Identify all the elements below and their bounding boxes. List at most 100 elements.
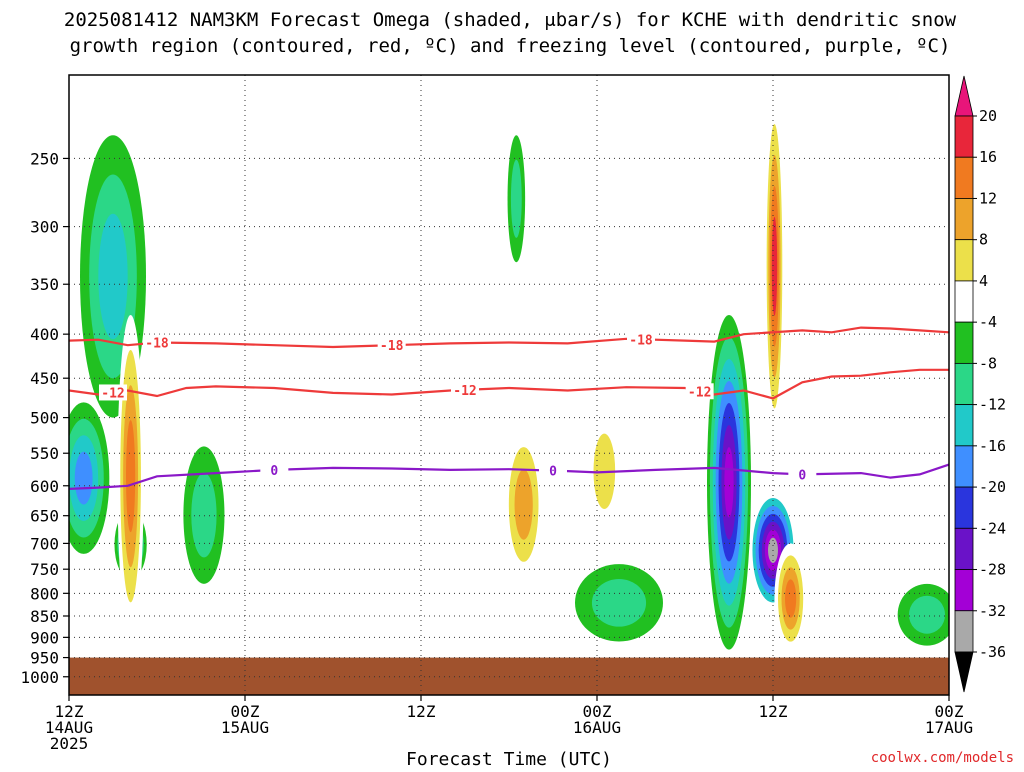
colorbar-band-12-to-16 [954,156,974,199]
colorbar-band--32-to--28 [954,569,974,612]
colorbar-label-5: -4 [979,313,997,331]
colorbar-label-6: -8 [979,354,997,372]
colorbar-label-2: 12 [979,189,997,207]
omega-feature-downward-left [117,314,144,638]
colorbar-band--28-to--24 [954,527,974,570]
contour-layer: -18 -18 -18 -12 -12 -12 0 0 0 [69,326,949,490]
contour-line--12 [69,368,949,400]
omega-feature-downward-day2 [503,424,545,584]
colorbar-label-13: -36 [979,643,1006,661]
x-tick-label-12-line1: 00Z [231,702,260,721]
y-tick-label-950: 950 [30,649,59,668]
colorbar-label-8: -16 [979,437,1006,455]
omega-feature-downward-low-right [774,543,807,654]
y-tick-label-700: 700 [30,534,59,553]
y-tick-label-550: 550 [30,444,59,463]
contour-label--12-1: -12 [453,384,476,399]
y-tick-label-400: 400 [30,325,59,344]
colorbar-band-16-to-20 [954,115,974,158]
omega-feature-upward-strong-column [707,314,751,650]
contour-label--18-2: -18 [629,333,653,348]
x-tick-label-60-line2: 17AUG [925,718,973,737]
colorbar-band-8-to-12 [954,198,974,241]
colorbar-label-12: -32 [979,602,1006,620]
y-tick-label-750: 750 [30,560,59,579]
colorbar-label-10: -24 [979,519,1006,537]
omega-shade-downward-left-level-16 [126,420,136,533]
omega-shade-upward-left-column-level--16 [98,213,128,340]
omega-shade-downward-day2-level-12 [514,469,533,540]
x-tick-label-48-line1: 12Z [759,702,788,721]
colorbar-band--4-to-4 [954,280,974,323]
contour-label--12-2: -12 [688,385,711,400]
colorbar-band--12-to--8 [954,362,974,406]
y-tick-label-300: 300 [30,218,59,237]
colorbar-label-11: -28 [979,561,1006,579]
contour-label-bg--18-1 [377,337,406,354]
colorbar-label-7: -12 [979,396,1006,414]
contour-label--18-0: -18 [145,336,169,351]
x-tick-label-0-line3: 2025 [50,734,89,753]
y-tick-label-350: 350 [30,275,59,294]
omega-shade-upward-strong-column-level--32 [724,447,734,518]
contour-line--18 [69,326,949,349]
colorbar-label-3: 8 [979,231,988,249]
y-tick-label-1000: 1000 [20,668,59,687]
omega-feature-upward-right [897,583,949,646]
plot-frame [68,74,950,696]
x-tick-label-0-line2: 14AUG [45,718,93,737]
contour-label-0-1: 0 [549,465,557,480]
omega-shade-downward-strong-column-level-20 [771,216,778,316]
omega-feature-downward-strong-column [764,93,784,440]
x-tick-label-24-line1: 12Z [407,702,436,721]
omega-feature-upward-day3-low [575,564,663,642]
y-tick-label-900: 900 [30,628,59,647]
contour-label--18-1: -18 [380,339,404,354]
colorbar-band--16-to--12 [954,404,974,447]
omega-shade-upward-left-low-level--20 [74,451,93,505]
x-tick-label-12-line2: 15AUG [221,718,269,737]
omega-shade-upward-right-level--12 [908,595,946,634]
contour-label--12-0: -12 [101,386,124,401]
colorbar-band--36-to--32 [954,610,974,653]
colorbar-band--20-to--16 [954,445,974,488]
contour-label-0-0: 0 [270,464,278,479]
y-tick-label-500: 500 [30,409,59,428]
y-tick-label-450: 450 [30,369,59,388]
contour-line-0 [69,463,949,490]
colorbar-label-9: -20 [979,478,1006,496]
colorbar-label-0: 20 [979,107,997,125]
chart-title-line-1: 2025081412 NAM3KM Forecast Omega (shaded… [64,9,957,31]
y-tick-label-650: 650 [30,507,59,526]
colorbar-band--24-to--20 [954,486,974,529]
contour-label-bg-0-1 [539,462,567,479]
chart-title-line-2: growth region (contoured, red, ºC) and f… [70,35,951,57]
y-tick-label-800: 800 [30,584,59,603]
omega-feature-upward-left-low [69,402,110,554]
omega-shading-layer [69,93,949,654]
colorbar: 20 16 12 8 4 -4 -8 -12 -16 -20 -24 -28 -32 -36 [954,75,1006,693]
grid-layer [69,75,949,695]
x-tick-label-0-line1: 12Z [55,702,84,721]
contour-label-bg--18-2 [627,331,655,348]
x-axis-title: Forecast Time (UTC) [406,749,612,768]
contour-label-bg--12-1 [451,381,479,398]
omega-feature-upward-mid-left [183,446,225,584]
y-axis: 250 300 350 400 450 500 550 600 650 700 750 800 850 9… [20,149,69,687]
y-tick-label-600: 600 [30,477,59,496]
colorbar-band--8-to--4 [954,321,974,364]
credit-text: coolwx.com/models [871,750,1014,766]
contour-label-bg--12-0 [99,384,127,401]
contour-label-bg-0-2 [788,466,817,483]
plot-area: -18 -18 -18 -12 -12 -12 0 0 0 [68,74,950,696]
contour-label-0-2: 0 [798,468,806,483]
contour-label-bg-0-0 [260,461,289,478]
colorbar-label-4: 4 [979,272,988,290]
omega-shade-upward-day3-low-level--12 [591,579,647,627]
omega-shade-upward-mid-left-level--12 [191,472,217,558]
colorbar-bottom-arrow [954,651,974,693]
omega-shade-downward-low-right-level-16 [784,579,797,618]
contour-label-bg--18-0 [143,334,171,351]
